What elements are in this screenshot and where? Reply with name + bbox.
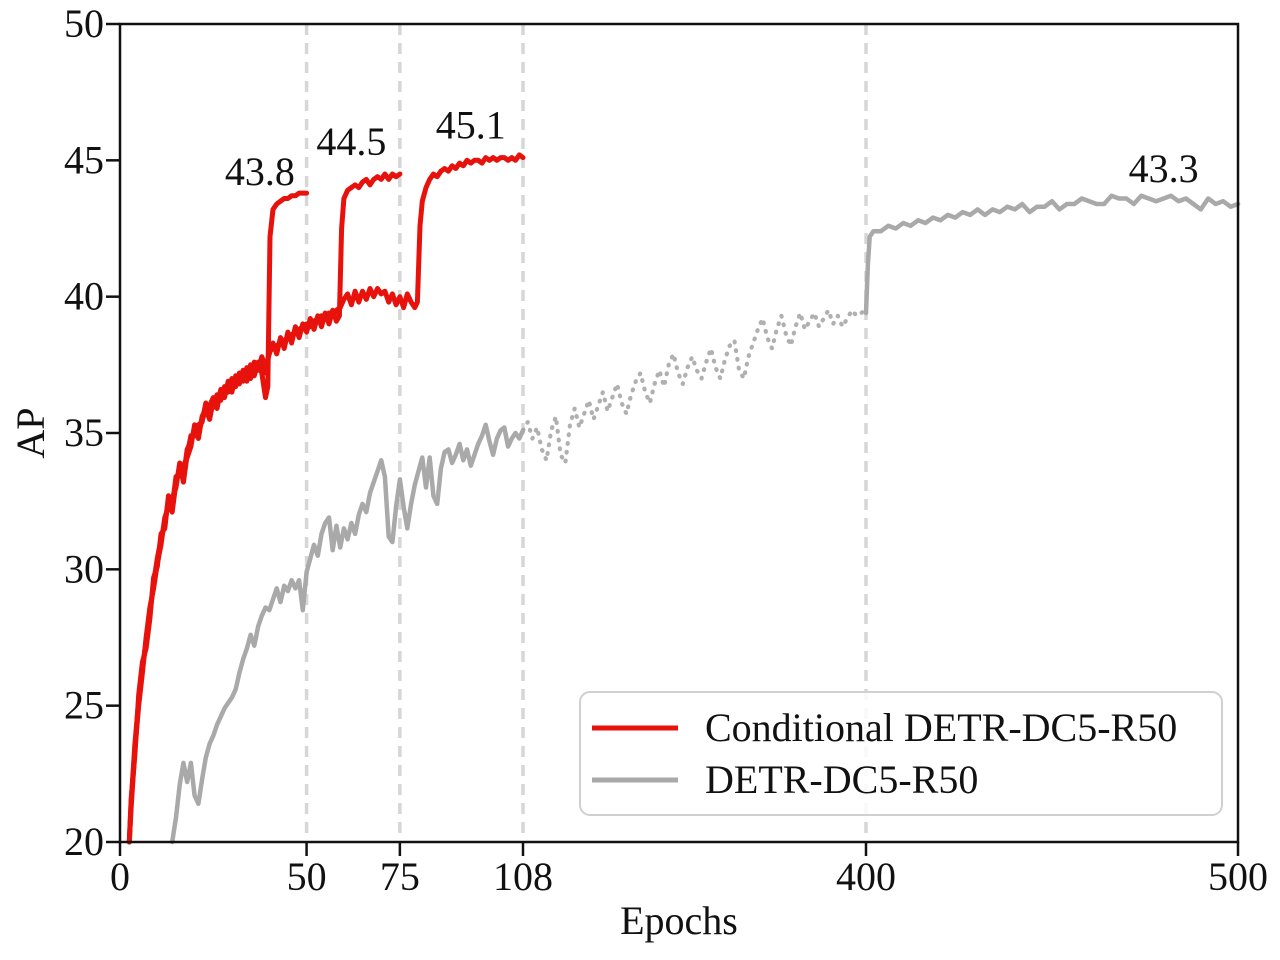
x-tick-label-108: 108	[493, 854, 553, 899]
annotation-45.1: 45.1	[436, 103, 506, 148]
series-detr-dotted-estimated	[520, 308, 867, 466]
annotation-43.3: 43.3	[1129, 146, 1199, 191]
x-tick-label-50: 50	[287, 854, 327, 899]
annotation-44.5: 44.5	[316, 119, 386, 164]
y-tick-label-40: 40	[64, 274, 104, 319]
x-tick-label-400: 400	[836, 854, 896, 899]
y-tick-label-50: 50	[64, 1, 104, 46]
y-tick-label-35: 35	[64, 410, 104, 455]
annotations-layer: 43.8 44.5 45.1 43.3	[225, 103, 1199, 194]
x-axis-title: Epochs	[620, 898, 738, 943]
axes-layer: 0 50 75 108 400 500 20 25 30 35 40 45 50	[64, 1, 1268, 899]
legend: Conditional DETR-DC5-R50 DETR-DC5-R50	[579, 691, 1223, 816]
y-tick-label-20: 20	[64, 819, 104, 864]
y-axis-title: AP	[8, 407, 53, 458]
series-detr-solid-early	[169, 422, 526, 845]
series-detr-solid-late	[863, 193, 1241, 316]
x-tick-label-0: 0	[110, 854, 130, 899]
series-conditional-detr-run-50	[126, 190, 310, 845]
x-tick-label-75: 75	[380, 854, 420, 899]
legend-box	[579, 691, 1223, 816]
series-layer	[126, 152, 1241, 845]
y-tick-label-45: 45	[64, 137, 104, 182]
legend-label-1: DETR-DC5-R50	[705, 757, 978, 802]
x-tick-label-500: 500	[1208, 854, 1268, 899]
y-tick-label-25: 25	[64, 683, 104, 728]
legend-label-0: Conditional DETR-DC5-R50	[705, 705, 1177, 750]
series-conditional-detr-run-108	[126, 152, 526, 845]
annotation-43.8: 43.8	[225, 149, 295, 194]
y-tick-label-30: 30	[64, 546, 104, 591]
